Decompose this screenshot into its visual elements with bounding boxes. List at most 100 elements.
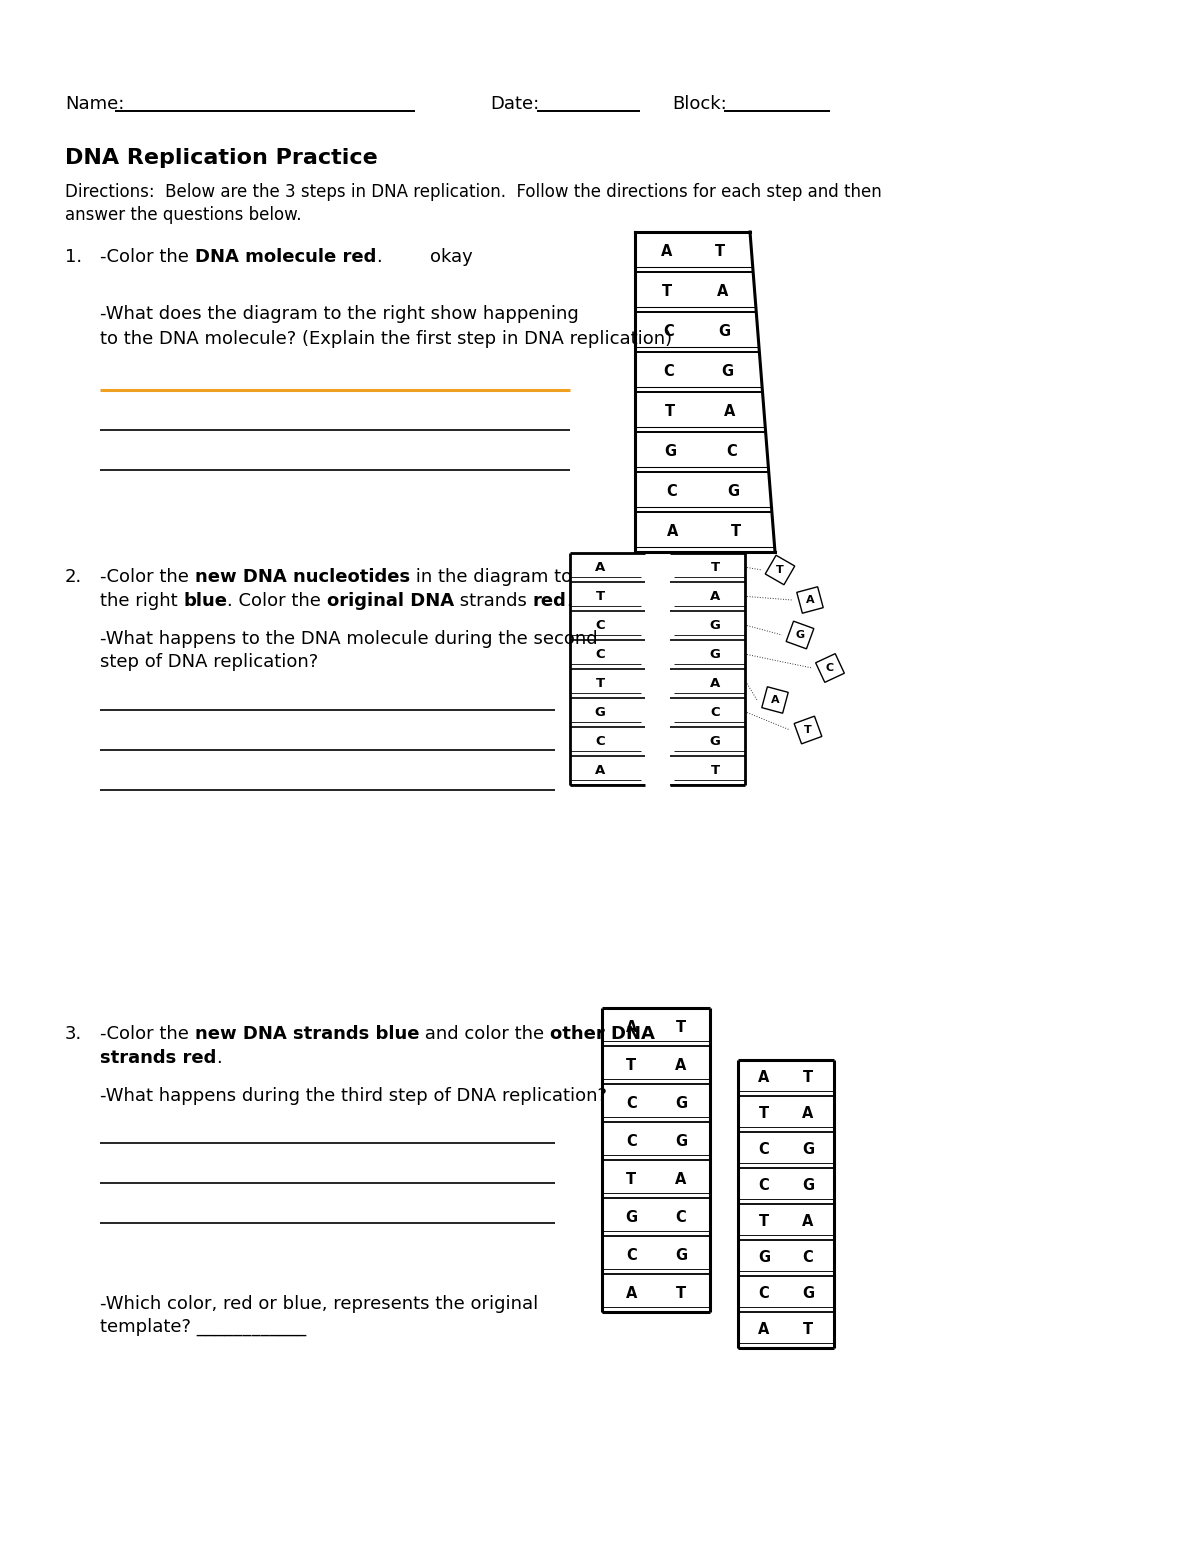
Text: A: A (758, 1323, 769, 1337)
Text: C: C (710, 707, 720, 719)
Text: A: A (595, 561, 605, 575)
Text: T: T (803, 1323, 814, 1337)
Text: A: A (758, 1070, 769, 1086)
Text: T: T (676, 1286, 686, 1300)
Text: G: G (665, 444, 677, 460)
Text: C: C (595, 620, 605, 632)
Text: T: T (710, 561, 720, 575)
Text: 2.: 2. (65, 568, 83, 585)
Text: C: C (676, 1210, 686, 1224)
Text: -Color the: -Color the (100, 248, 194, 266)
Text: C: C (758, 1179, 769, 1194)
Text: original DNA: original DNA (326, 592, 454, 610)
Text: answer the questions below.: answer the questions below. (65, 207, 301, 224)
Text: blue: blue (184, 592, 227, 610)
Text: G: G (758, 1250, 770, 1266)
Text: C: C (758, 1143, 769, 1157)
Text: A: A (595, 764, 605, 776)
Text: C: C (758, 1286, 769, 1301)
Text: red: red (533, 592, 566, 610)
Text: G: G (721, 365, 733, 379)
Text: T: T (804, 725, 812, 735)
Text: T: T (626, 1171, 636, 1186)
Bar (766, 556, 794, 585)
Text: T: T (803, 1070, 814, 1086)
Text: 3.: 3. (65, 1025, 83, 1044)
Text: A: A (803, 1214, 814, 1230)
Text: G: G (709, 648, 720, 662)
Text: -Color the: -Color the (100, 1025, 194, 1044)
Text: A: A (710, 590, 720, 603)
Text: C: C (666, 485, 677, 500)
Text: A: A (676, 1058, 686, 1073)
Text: T: T (731, 525, 742, 539)
Text: A: A (661, 244, 672, 259)
Bar (797, 587, 823, 613)
Text: strands red: strands red (100, 1048, 216, 1067)
Text: template? ____________: template? ____________ (100, 1318, 306, 1336)
Text: G: G (719, 325, 731, 340)
Bar (794, 716, 822, 744)
Text: G: G (802, 1143, 814, 1157)
Text: to the DNA molecule? (Explain the first step in DNA replication): to the DNA molecule? (Explain the first … (100, 329, 672, 348)
Text: T: T (776, 565, 784, 575)
Text: and color the: and color the (419, 1025, 550, 1044)
Text: T: T (626, 1058, 636, 1073)
Bar (816, 654, 845, 682)
Bar (762, 686, 788, 713)
Text: okay: okay (430, 248, 473, 266)
Text: G: G (727, 485, 740, 500)
Text: T: T (758, 1106, 769, 1121)
Text: the right: the right (100, 592, 184, 610)
Text: C: C (625, 1095, 636, 1110)
Text: G: G (802, 1286, 814, 1301)
Text: A: A (724, 404, 734, 419)
Text: A: A (805, 595, 815, 606)
Text: A: A (803, 1106, 814, 1121)
Text: A: A (716, 284, 728, 300)
Text: C: C (595, 735, 605, 749)
Text: G: G (709, 735, 720, 749)
Text: strands: strands (454, 592, 533, 610)
Text: in the diagram to: in the diagram to (409, 568, 572, 585)
Text: -Color the: -Color the (100, 568, 194, 585)
Text: -What happens during the third step of DNA replication?: -What happens during the third step of D… (100, 1087, 607, 1106)
Text: T: T (758, 1214, 769, 1230)
Text: G: G (709, 620, 720, 632)
Text: Block:: Block: (672, 95, 727, 113)
Text: G: G (625, 1210, 637, 1224)
Text: new DNA strands blue: new DNA strands blue (194, 1025, 419, 1044)
Text: .: . (216, 1048, 222, 1067)
Text: C: C (826, 663, 834, 672)
Text: -Which color, red or blue, represents the original: -Which color, red or blue, represents th… (100, 1295, 539, 1312)
Text: DNA Replication Practice: DNA Replication Practice (65, 148, 378, 168)
Text: C: C (726, 444, 737, 460)
Text: Name:: Name: (65, 95, 125, 113)
Text: C: C (664, 365, 674, 379)
Text: new DNA nucleotides: new DNA nucleotides (194, 568, 409, 585)
Text: T: T (595, 590, 605, 603)
Text: T: T (665, 404, 674, 419)
Text: .: . (376, 248, 382, 266)
Text: A: A (676, 1171, 686, 1186)
Text: T: T (715, 244, 725, 259)
Text: . Color the: . Color the (227, 592, 326, 610)
Text: -What does the diagram to the right show happening: -What does the diagram to the right show… (100, 304, 578, 323)
Text: C: C (662, 325, 673, 340)
Text: G: G (594, 707, 606, 719)
Text: G: G (802, 1179, 814, 1194)
Text: T: T (595, 677, 605, 690)
Text: other DNA: other DNA (550, 1025, 655, 1044)
Text: G: G (674, 1095, 686, 1110)
Text: C: C (595, 648, 605, 662)
Text: C: C (803, 1250, 814, 1266)
Text: A: A (710, 677, 720, 690)
Text: G: G (796, 631, 804, 640)
Bar (786, 621, 814, 649)
Text: A: A (770, 696, 779, 705)
Text: .: . (566, 592, 572, 610)
Text: 1.: 1. (65, 248, 82, 266)
Text: T: T (676, 1019, 686, 1034)
Text: DNA molecule red: DNA molecule red (194, 248, 376, 266)
Text: G: G (674, 1247, 686, 1263)
